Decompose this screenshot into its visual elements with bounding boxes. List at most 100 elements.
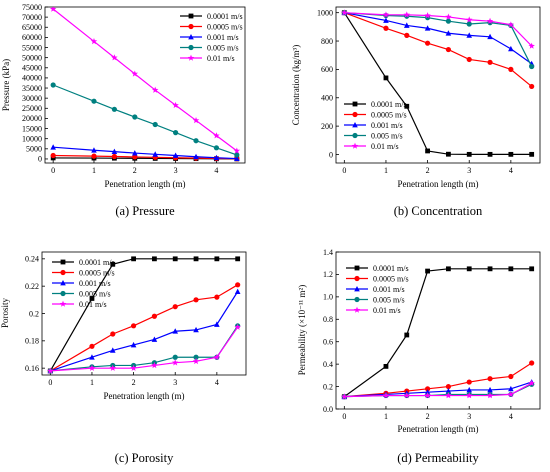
data-point — [235, 282, 241, 288]
data-point — [508, 66, 514, 72]
data-point — [132, 114, 138, 120]
data-point — [214, 321, 220, 327]
x-tick-label: 1 — [384, 412, 388, 421]
x-tick-label: 0 — [342, 166, 346, 175]
data-point — [424, 40, 431, 46]
x-tick-label: 2 — [132, 378, 136, 387]
panel-caption: (d) Permeability — [397, 451, 479, 465]
x-tick-label: 2 — [133, 166, 137, 175]
panel-permeability: 0 1 2 3 4 0.0 0.2 0.4 0.6 0.8 1.0 1.2 1.4 Permeabili… — [297, 248, 541, 465]
data-point — [193, 354, 199, 360]
y-tick-label: 15000 — [22, 124, 42, 133]
data-point — [131, 256, 136, 262]
x-tick-label: 1 — [90, 378, 94, 387]
y-tick-label: 25000 — [22, 104, 42, 113]
data-point — [151, 313, 158, 319]
legend-marker — [354, 265, 360, 271]
legend-marker — [60, 259, 66, 265]
legend-marker — [188, 44, 194, 51]
data-point — [383, 363, 389, 369]
y-tick-label: 200 — [321, 122, 333, 131]
data-point — [214, 294, 220, 300]
data-point — [445, 13, 452, 20]
data-point — [508, 151, 514, 157]
data-point — [151, 86, 159, 93]
data-point — [111, 54, 118, 61]
y-tick-label: 40000 — [22, 74, 42, 83]
data-point — [233, 147, 241, 154]
legend-label: 0.0005 m/s — [371, 110, 407, 119]
legend-marker — [352, 132, 358, 139]
data-point — [172, 354, 178, 360]
data-point — [91, 153, 97, 159]
y-axis-label: Concentration (kg/m³) — [291, 45, 301, 125]
y-tick-label: 30000 — [22, 94, 42, 103]
series-line — [50, 325, 239, 372]
legend-label: 0.001 m/s — [79, 279, 111, 288]
data-point — [50, 82, 56, 88]
x-tick-label: 4 — [214, 166, 218, 175]
data-point — [111, 153, 117, 160]
y-tick-label: 5000 — [26, 145, 42, 154]
y-tick-label: 0.4 — [323, 360, 333, 369]
data-point — [193, 326, 199, 333]
x-tick-label: 0 — [342, 412, 346, 421]
data-point — [193, 297, 199, 303]
x-axis-label: Penetration length (m) — [104, 391, 185, 401]
y-tick-label: 0.2 — [323, 382, 333, 391]
data-point — [404, 332, 410, 338]
data-point — [341, 9, 348, 16]
data-point — [89, 296, 95, 301]
plot-area-frame — [44, 6, 246, 164]
data-point — [341, 393, 348, 400]
legend-marker — [351, 142, 359, 149]
legend-marker — [188, 23, 194, 30]
x-tick-label: 2 — [426, 166, 430, 175]
y-tick-label: 50000 — [22, 53, 42, 62]
x-axis-label: Penetration length (m) — [105, 179, 186, 189]
data-point — [383, 25, 389, 31]
legend-marker — [60, 280, 66, 286]
data-point — [445, 46, 452, 53]
legend-label: 0.01 m/s — [79, 300, 107, 309]
data-point — [171, 359, 179, 366]
data-point — [152, 151, 159, 157]
data-point — [508, 385, 514, 392]
legend-marker — [188, 13, 194, 19]
data-point — [529, 360, 535, 366]
data-point — [403, 392, 411, 399]
data-point — [213, 353, 221, 360]
x-tick-label: 3 — [467, 412, 471, 421]
data-point — [192, 357, 200, 365]
legend-label: 0.0005 m/s — [373, 274, 409, 283]
legend-label: 0.0005 m/s — [207, 22, 243, 31]
data-point — [172, 328, 179, 334]
legend-marker — [353, 306, 361, 313]
data-point — [382, 11, 390, 18]
legend: 0.0001 m/s0.0005 m/s 0.001 m/s0.005 m/s 0.… — [180, 12, 243, 63]
legend-label: 0.005 m/s — [207, 43, 239, 52]
data-point — [88, 364, 96, 371]
y-tick-label: 60000 — [22, 33, 42, 42]
data-point — [507, 391, 515, 398]
x-tick-label: 4 — [509, 412, 513, 421]
legend-label: 0.001 m/s — [207, 33, 239, 42]
data-point — [172, 152, 179, 158]
data-point — [193, 153, 199, 160]
legend-label: 0.01 m/s — [371, 142, 399, 151]
y-tick-label: 45000 — [22, 64, 42, 73]
y-tick-label: 0.0 — [323, 405, 333, 414]
data-point — [151, 336, 158, 342]
x-axis-label: Penetration length (m) — [398, 179, 479, 189]
data-point — [110, 261, 116, 267]
legend-label: 0.0001 m/s — [371, 100, 407, 109]
data-point — [234, 155, 240, 162]
legend-marker — [352, 101, 358, 107]
data-point — [50, 152, 56, 159]
data-point — [486, 392, 494, 399]
data-point — [465, 16, 473, 23]
data-point — [110, 331, 116, 337]
data-point — [193, 256, 199, 262]
x-tick-label: 0 — [51, 166, 55, 175]
data-point — [151, 362, 158, 369]
